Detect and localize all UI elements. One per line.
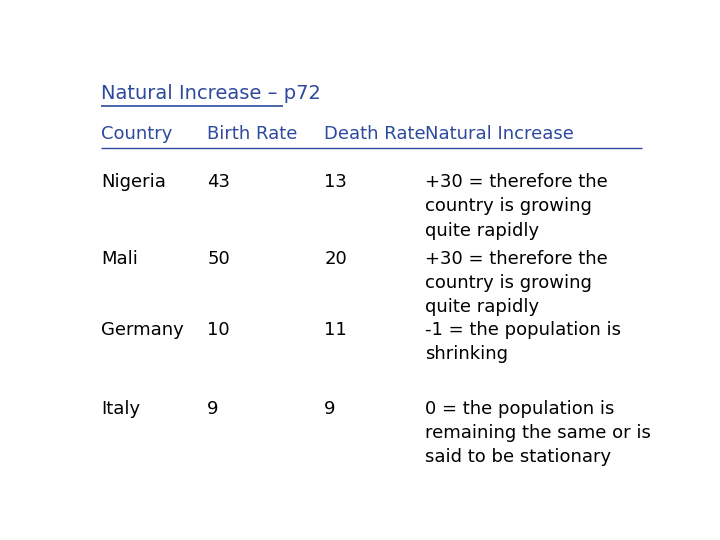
Text: Death Rate: Death Rate [324, 125, 426, 143]
Text: 10: 10 [207, 321, 230, 339]
Text: Natural Increase: Natural Increase [425, 125, 574, 143]
Text: +30 = therefore the
country is growing
quite rapidly: +30 = therefore the country is growing q… [425, 173, 608, 240]
Text: -1 = the population is
shrinking: -1 = the population is shrinking [425, 321, 621, 363]
Text: 9: 9 [207, 400, 219, 417]
Text: Natural Increase – p72: Natural Increase – p72 [101, 84, 321, 103]
Text: Country: Country [101, 125, 173, 143]
Text: Germany: Germany [101, 321, 184, 339]
Text: 0 = the population is
remaining the same or is
said to be stationary: 0 = the population is remaining the same… [425, 400, 651, 466]
Text: 20: 20 [324, 250, 347, 268]
Text: Mali: Mali [101, 250, 138, 268]
Text: 50: 50 [207, 250, 230, 268]
Text: Birth Rate: Birth Rate [207, 125, 297, 143]
Text: +30 = therefore the
country is growing
quite rapidly: +30 = therefore the country is growing q… [425, 250, 608, 316]
Text: Italy: Italy [101, 400, 140, 417]
Text: Nigeria: Nigeria [101, 173, 166, 191]
Text: 11: 11 [324, 321, 347, 339]
Text: 43: 43 [207, 173, 230, 191]
Text: 13: 13 [324, 173, 347, 191]
Text: 9: 9 [324, 400, 336, 417]
